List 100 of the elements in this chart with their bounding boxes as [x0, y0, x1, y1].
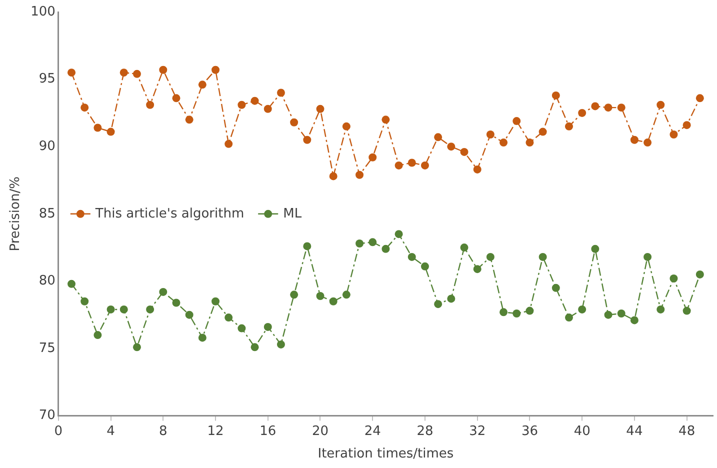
point — [512, 310, 521, 318]
point — [382, 116, 390, 124]
point — [80, 297, 89, 306]
point — [408, 252, 416, 261]
x-tick-label: 36 — [521, 424, 538, 439]
point — [146, 100, 154, 109]
x-tick-label: 24 — [364, 424, 381, 439]
point — [106, 128, 115, 136]
y-tick-label: 70 — [38, 408, 56, 424]
point — [447, 294, 456, 303]
point — [473, 265, 482, 274]
x-tick-label: 32 — [469, 424, 486, 439]
point — [329, 297, 338, 306]
point — [106, 305, 115, 314]
point — [604, 104, 612, 112]
point — [670, 130, 678, 138]
point — [696, 270, 704, 278]
point — [120, 68, 128, 77]
point — [238, 324, 246, 332]
point — [172, 298, 180, 307]
point — [682, 306, 691, 315]
point — [212, 297, 220, 306]
point — [656, 100, 665, 109]
point — [486, 130, 494, 138]
point — [644, 252, 652, 261]
point — [682, 121, 691, 130]
point — [552, 91, 560, 100]
point — [80, 104, 89, 112]
point — [564, 314, 573, 322]
point — [578, 108, 586, 117]
point — [212, 66, 220, 74]
x-tick-label: 40 — [574, 424, 590, 439]
point — [329, 172, 338, 180]
point — [420, 262, 429, 270]
point — [368, 153, 377, 162]
point — [382, 244, 390, 253]
point — [670, 274, 678, 283]
point — [356, 240, 364, 248]
point — [303, 136, 312, 144]
point — [500, 138, 508, 147]
point — [486, 252, 494, 261]
point — [172, 94, 180, 102]
point — [434, 300, 442, 308]
point — [342, 290, 350, 299]
point — [538, 252, 547, 261]
point — [473, 165, 482, 174]
point — [552, 284, 560, 292]
point — [290, 118, 298, 126]
x-tick-label: 16 — [260, 424, 276, 439]
x-tick-label: 0 — [54, 424, 63, 439]
point — [526, 138, 534, 147]
x-tick-label: 8 — [159, 424, 168, 439]
point — [185, 116, 194, 124]
point — [132, 343, 141, 352]
x-tick-label: 4 — [106, 424, 115, 439]
y-tick-label: 95 — [38, 72, 56, 87]
legend-label: ML — [283, 206, 302, 222]
point — [303, 242, 312, 250]
point — [68, 280, 76, 288]
point — [198, 80, 206, 89]
point — [368, 238, 377, 246]
point — [356, 170, 364, 179]
x-axis-title: Iteration times/times — [318, 446, 454, 462]
point — [394, 230, 403, 238]
point — [591, 244, 600, 253]
y-tick-label: 100 — [30, 4, 56, 20]
point — [316, 104, 324, 113]
point — [644, 138, 652, 147]
y-tick-label: 90 — [38, 138, 56, 154]
point — [578, 305, 586, 314]
point — [198, 334, 206, 342]
point — [460, 244, 468, 252]
point — [290, 290, 298, 299]
point — [250, 96, 259, 105]
point — [408, 158, 416, 167]
point — [224, 140, 233, 148]
point — [630, 316, 638, 324]
point — [696, 94, 704, 102]
point — [447, 142, 456, 151]
point — [146, 305, 154, 314]
point — [276, 88, 285, 97]
point — [132, 70, 141, 78]
point — [238, 100, 246, 109]
x-tick-label: 20 — [312, 424, 329, 439]
point — [264, 322, 272, 331]
x-tick-label: 48 — [678, 424, 696, 439]
point — [591, 102, 600, 110]
point — [264, 104, 272, 113]
point — [604, 310, 612, 319]
point — [224, 314, 233, 322]
point — [656, 305, 665, 314]
point — [617, 310, 626, 318]
point — [500, 308, 508, 316]
point — [460, 148, 468, 156]
point — [538, 128, 547, 136]
point — [94, 331, 102, 340]
x-tick-label: 12 — [207, 424, 224, 439]
y-tick-label: 80 — [38, 274, 56, 289]
point — [159, 288, 168, 296]
legend-label: This article's algorithm — [94, 206, 244, 222]
